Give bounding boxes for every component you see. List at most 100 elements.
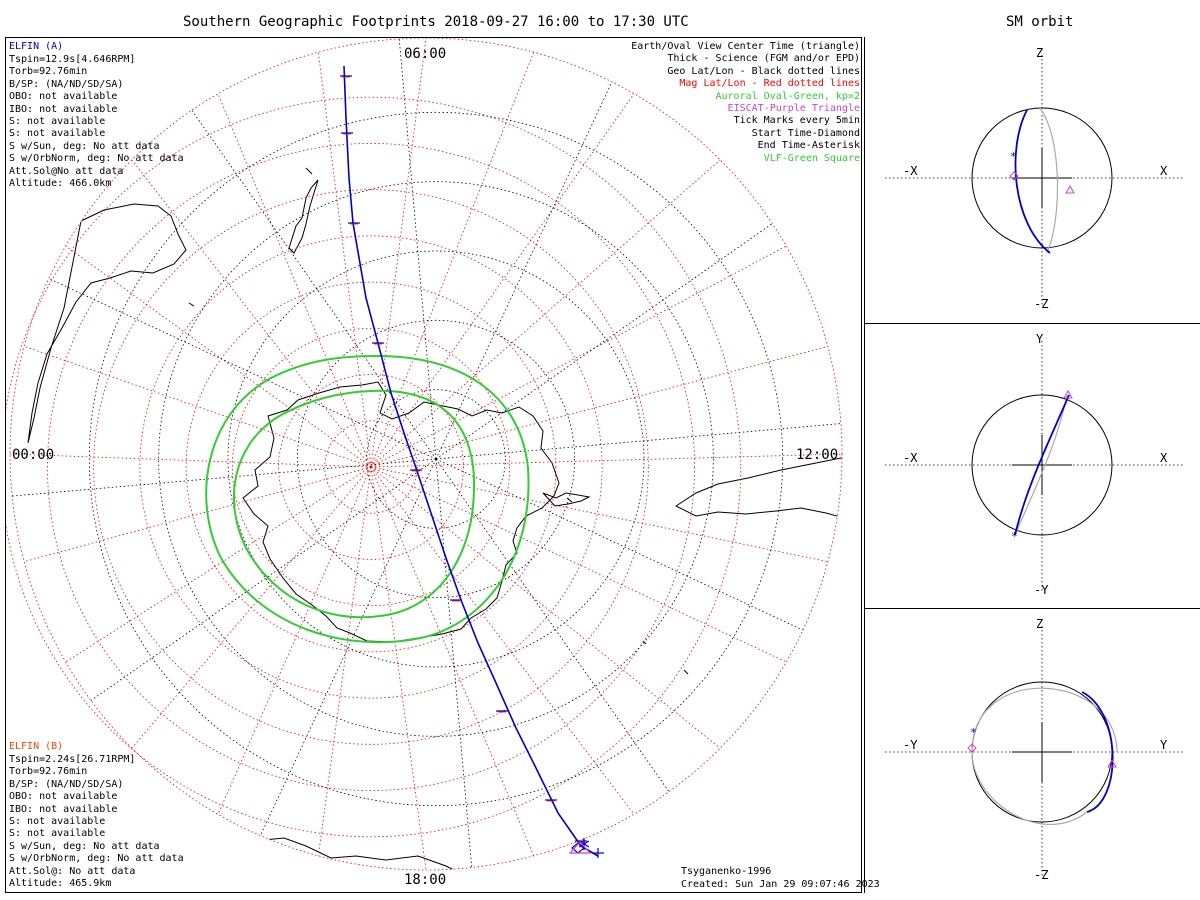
mlt-spoke — [9, 453, 372, 468]
mlt-spoke — [217, 93, 372, 468]
end-asterisk: * — [1010, 150, 1017, 163]
view-triangle — [1063, 389, 1073, 399]
oval-inner — [232, 389, 476, 619]
legend-entry: Geo Lat/Lon - Black dotted lines — [667, 65, 860, 77]
sm-label-right: X — [1160, 451, 1168, 465]
mlt-spoke — [24, 345, 372, 468]
info-line: S w/Sun, deg: No att data — [9, 140, 160, 152]
info-line: Tspin=12.9s[4.646RPM] — [9, 54, 136, 65]
geo-lat-circle — [227, 250, 645, 668]
australia-coastline — [27, 203, 187, 444]
panel-left-border — [864, 37, 865, 893]
mlt-spoke — [370, 466, 787, 663]
earth-circle — [971, 394, 1113, 536]
info-line: S: not available — [9, 828, 106, 840]
mlt-spoke — [370, 159, 721, 468]
legend-entry: EISCAT-Purple Triangle — [727, 103, 860, 114]
peninsula-coastline — [542, 492, 591, 507]
info-line: B/SP: (NA/ND/SD/SA) — [9, 78, 124, 90]
sm-label-right: Y — [1160, 738, 1168, 752]
legend-entry: Start Time-Diamond — [751, 127, 860, 139]
sm-label-bottom: -Y — [1034, 583, 1049, 597]
info-line: S w/OrbNorm, deg: No att data — [9, 153, 184, 165]
polar-footprint-map[interactable]: 06:00 00:00 12:00 18:00 — [6, 38, 863, 894]
legend-entry: Auroral Oval-Green, kp=2 — [715, 90, 861, 102]
info-line: Torb=92.76min — [9, 766, 88, 778]
geo-meridian — [435, 458, 842, 658]
legend-entry: Tick Marks every 5min — [733, 115, 860, 127]
end-asterisk: * — [1011, 530, 1018, 543]
mlt-spoke — [65, 466, 372, 663]
legend-entry: Earth/Oval View Center Time (triangle) — [631, 41, 860, 52]
mag-lat-circle — [231, 327, 511, 607]
start-diamond — [967, 743, 977, 753]
sm-label-right: X — [1160, 164, 1168, 178]
info-line: Altitude: 466.0km — [9, 178, 112, 189]
mlt-spoke — [370, 453, 843, 468]
antarctica-coastline — [242, 381, 560, 643]
mlt-spoke — [370, 466, 828, 563]
info-line: OBO: not available — [9, 91, 118, 103]
view-center-triangle — [568, 841, 592, 854]
mlt-spoke — [370, 93, 635, 468]
mag-lat-circle — [93, 189, 649, 745]
info-line: Altitude: 465.9km — [9, 878, 112, 889]
legend-entry: Thick - Science (FGM and/or EPD) — [667, 53, 860, 65]
orbit-track — [340, 65, 604, 858]
info-line: S: not available — [9, 116, 106, 127]
info-line: S w/Sun, deg: No att data — [9, 840, 160, 852]
south-america-coastline — [674, 437, 842, 519]
panel-divider-2 — [865, 608, 1200, 609]
geo-lat-circle — [296, 319, 576, 599]
mlt-spoke — [65, 245, 372, 468]
mlt-spoke — [370, 466, 635, 815]
panel-divider-1 — [865, 323, 1200, 324]
info-line: Torb=92.76min — [9, 66, 88, 78]
mlt-label-06: 06:00 — [404, 46, 446, 62]
sm-label-left: -Y — [903, 738, 918, 752]
info-line: IBO: not available — [9, 103, 118, 115]
geo-meridian — [10, 458, 437, 501]
sm-label-bottom: -Z — [1034, 297, 1048, 311]
mag-lat-circle — [185, 281, 557, 653]
mlt-spoke — [370, 345, 828, 468]
sm-orbit-title: SM orbit — [1006, 14, 1074, 30]
sm-label-left: -X — [903, 164, 918, 178]
islands — [188, 167, 689, 675]
oval-outer — [205, 354, 530, 644]
sm-label-top: Z — [1036, 46, 1043, 60]
orbit-path — [1014, 109, 1051, 254]
mag-lat-circle — [9, 38, 843, 871]
mlt-label-18: 18:00 — [404, 872, 446, 888]
orbit-ghost — [1039, 107, 1059, 254]
mlt-label-00: 00:00 — [12, 447, 54, 463]
polar-plot-frame: 06:00 00:00 12:00 18:00 — [5, 37, 862, 893]
earth-circle — [971, 107, 1113, 249]
created-timestamp: Created: Sun Jan 29 09:07:46 2023 — [681, 879, 880, 890]
legend-entry: VLF-Green Square — [763, 152, 860, 164]
info-line: S w/OrbNorm, deg: No att data — [9, 853, 184, 865]
sm-label-left: -X — [903, 451, 918, 465]
mlt-spoke — [370, 466, 427, 871]
sm-orbit-panels: Z -Z -X X * Y -Y -X X * Z -Z -Y Y * — [885, 46, 1185, 882]
info-line: OBO: not available — [9, 791, 118, 803]
orbit-ghost — [971, 751, 1088, 825]
mag-lat-circle — [6, 96, 742, 838]
mlt-spoke — [317, 52, 372, 468]
model-name: Tsyganenko-1996 — [681, 866, 772, 877]
end-asterisk: * — [970, 726, 977, 739]
mlt-spoke — [24, 466, 372, 563]
sm-panel-yz: Z -Z -Y Y * — [885, 617, 1185, 882]
start-diamond — [1009, 171, 1019, 181]
mlt-spoke — [370, 466, 721, 749]
geo-meridian — [237, 458, 437, 870]
info-line: B/SP: (NA/ND/SD/SA) — [9, 778, 124, 790]
sm-panel-xy: Y -Y -X X * — [885, 332, 1185, 597]
geo-meridian — [435, 38, 635, 460]
info-line: S: not available — [9, 816, 106, 827]
plot-title: Southern Geographic Footprints 2018-09-2… — [183, 14, 689, 30]
magnetic-grid — [6, 38, 843, 871]
sm-panel-xz: Z -Z -X X * — [885, 46, 1185, 311]
mlt-spoke — [370, 466, 535, 856]
sm-label-top: Y — [1036, 332, 1044, 346]
